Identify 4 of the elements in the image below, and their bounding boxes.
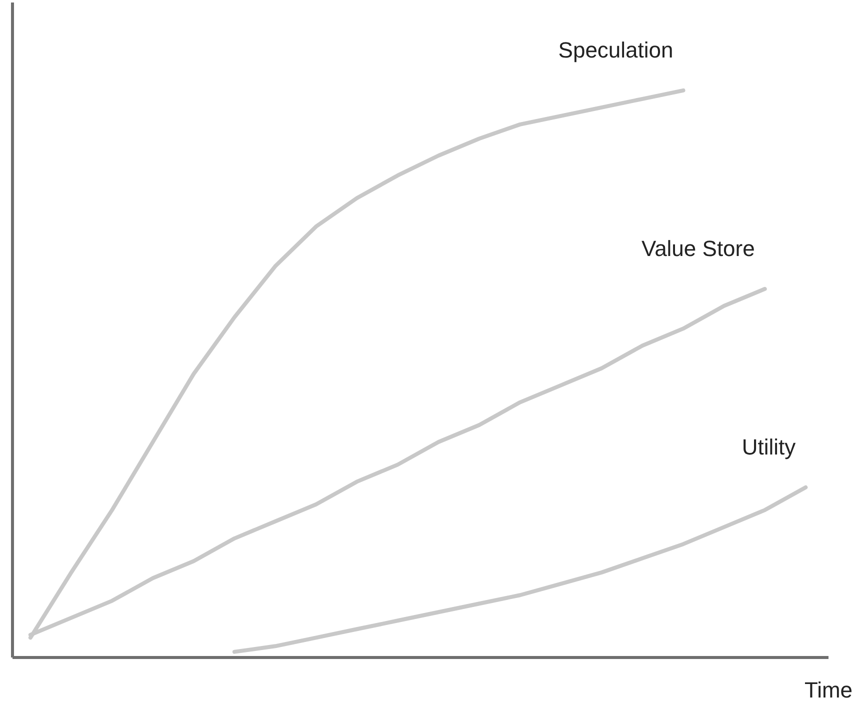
- x-axis-title: Time: [804, 678, 853, 702]
- series-label: Value Store: [642, 236, 755, 261]
- series-label: Speculation: [558, 37, 674, 62]
- series-label: Utility: [742, 434, 796, 460]
